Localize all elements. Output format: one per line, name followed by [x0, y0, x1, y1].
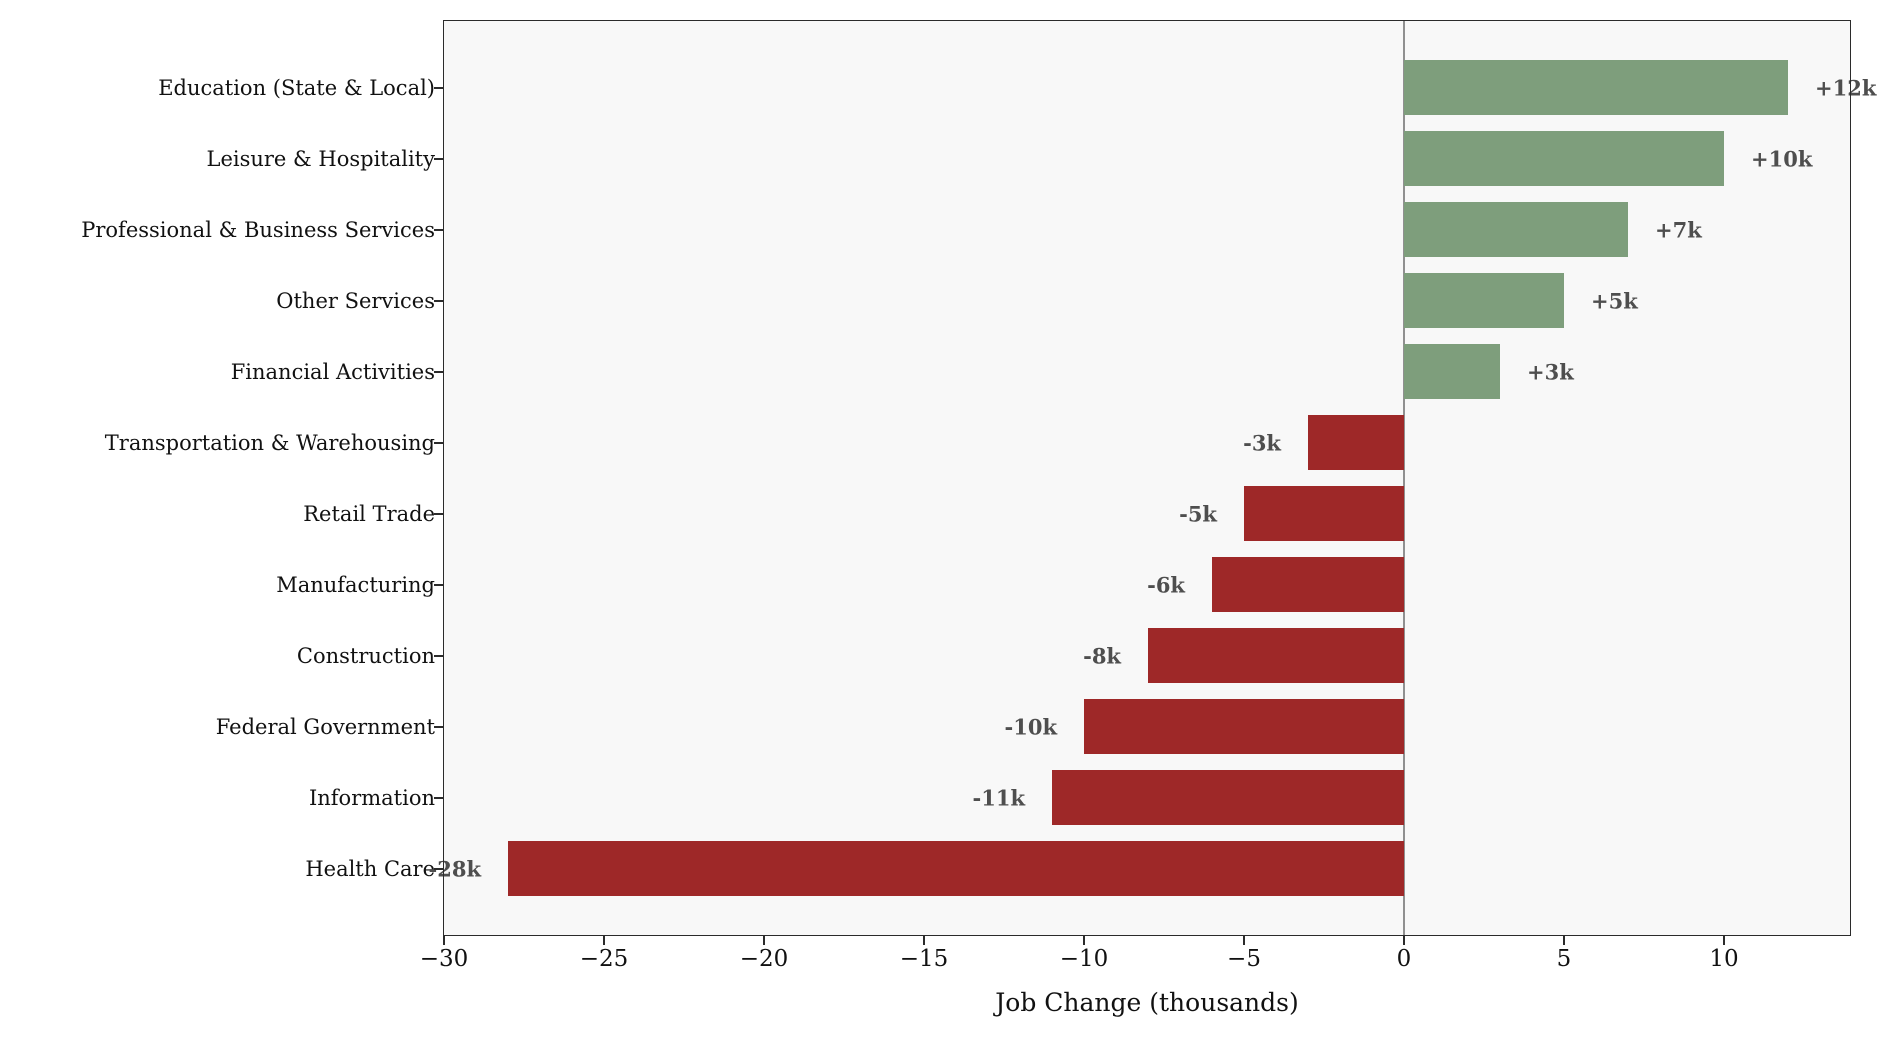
y-tick — [434, 725, 443, 728]
x-axis-label: Job Change (thousands) — [995, 988, 1299, 1017]
category-label: Retail Trade — [303, 501, 435, 526]
x-tick — [1083, 936, 1085, 945]
x-tick — [603, 936, 605, 945]
y-tick — [434, 583, 443, 586]
bar-negative — [1308, 415, 1404, 470]
value-label: -8k — [1083, 643, 1121, 668]
x-tick-label: 10 — [1709, 946, 1739, 972]
y-tick — [434, 654, 443, 657]
value-label: -6k — [1147, 572, 1185, 597]
bar-positive — [1404, 131, 1724, 186]
bar-positive — [1404, 344, 1500, 399]
x-tick — [1243, 936, 1245, 945]
value-label: +7k — [1655, 217, 1702, 242]
value-label: +12k — [1815, 75, 1877, 100]
bar-negative — [1148, 628, 1404, 683]
category-label: Education (State & Local) — [158, 75, 435, 100]
x-tick-label: −25 — [579, 946, 629, 972]
y-tick — [434, 86, 443, 89]
value-label: -11k — [972, 785, 1026, 810]
x-tick-label: 5 — [1556, 946, 1572, 972]
value-label: -28k — [428, 856, 482, 881]
bar-negative — [1084, 699, 1404, 754]
bar-negative — [1244, 486, 1404, 541]
category-label: Leisure & Hospitality — [206, 146, 436, 171]
x-tick-label: −20 — [739, 946, 789, 972]
value-label: +10k — [1751, 146, 1813, 171]
zero-line — [1403, 20, 1405, 936]
category-label: Construction — [296, 643, 435, 668]
value-label: -10k — [1004, 714, 1058, 739]
x-tick — [763, 936, 765, 945]
x-tick — [1563, 936, 1565, 945]
x-tick — [443, 936, 445, 945]
y-tick — [434, 370, 443, 373]
x-tick-label: 0 — [1396, 946, 1412, 972]
x-tick — [1403, 936, 1405, 945]
y-tick — [434, 512, 443, 515]
x-tick — [1723, 936, 1725, 945]
category-label: Federal Government — [215, 714, 435, 739]
y-tick — [434, 867, 443, 870]
bar-negative — [1052, 770, 1404, 825]
category-label: Manufacturing — [276, 572, 435, 597]
x-tick-label: −30 — [419, 946, 469, 972]
x-tick-label: −15 — [899, 946, 949, 972]
bar-positive — [1404, 202, 1628, 257]
value-label: -3k — [1243, 430, 1281, 455]
bar-negative — [1212, 557, 1404, 612]
y-tick — [434, 796, 443, 799]
y-tick — [434, 299, 443, 302]
bar-negative — [508, 841, 1404, 896]
value-label: +5k — [1591, 288, 1638, 313]
bar-positive — [1404, 273, 1564, 328]
category-label: Information — [308, 785, 435, 810]
bar-positive — [1404, 60, 1788, 115]
x-tick-label: −5 — [1227, 946, 1261, 972]
category-label: Financial Activities — [230, 359, 435, 384]
x-tick-label: −10 — [1059, 946, 1109, 972]
category-label: Other Services — [276, 288, 435, 313]
value-label: +3k — [1527, 359, 1574, 384]
x-tick — [923, 936, 925, 945]
y-tick — [434, 228, 443, 231]
y-tick — [434, 157, 443, 160]
category-label: Transportation & Warehousing — [104, 430, 435, 455]
category-label: Health Care — [305, 856, 435, 881]
y-tick — [434, 441, 443, 444]
category-label: Professional & Business Services — [81, 217, 435, 242]
value-label: -5k — [1179, 501, 1217, 526]
